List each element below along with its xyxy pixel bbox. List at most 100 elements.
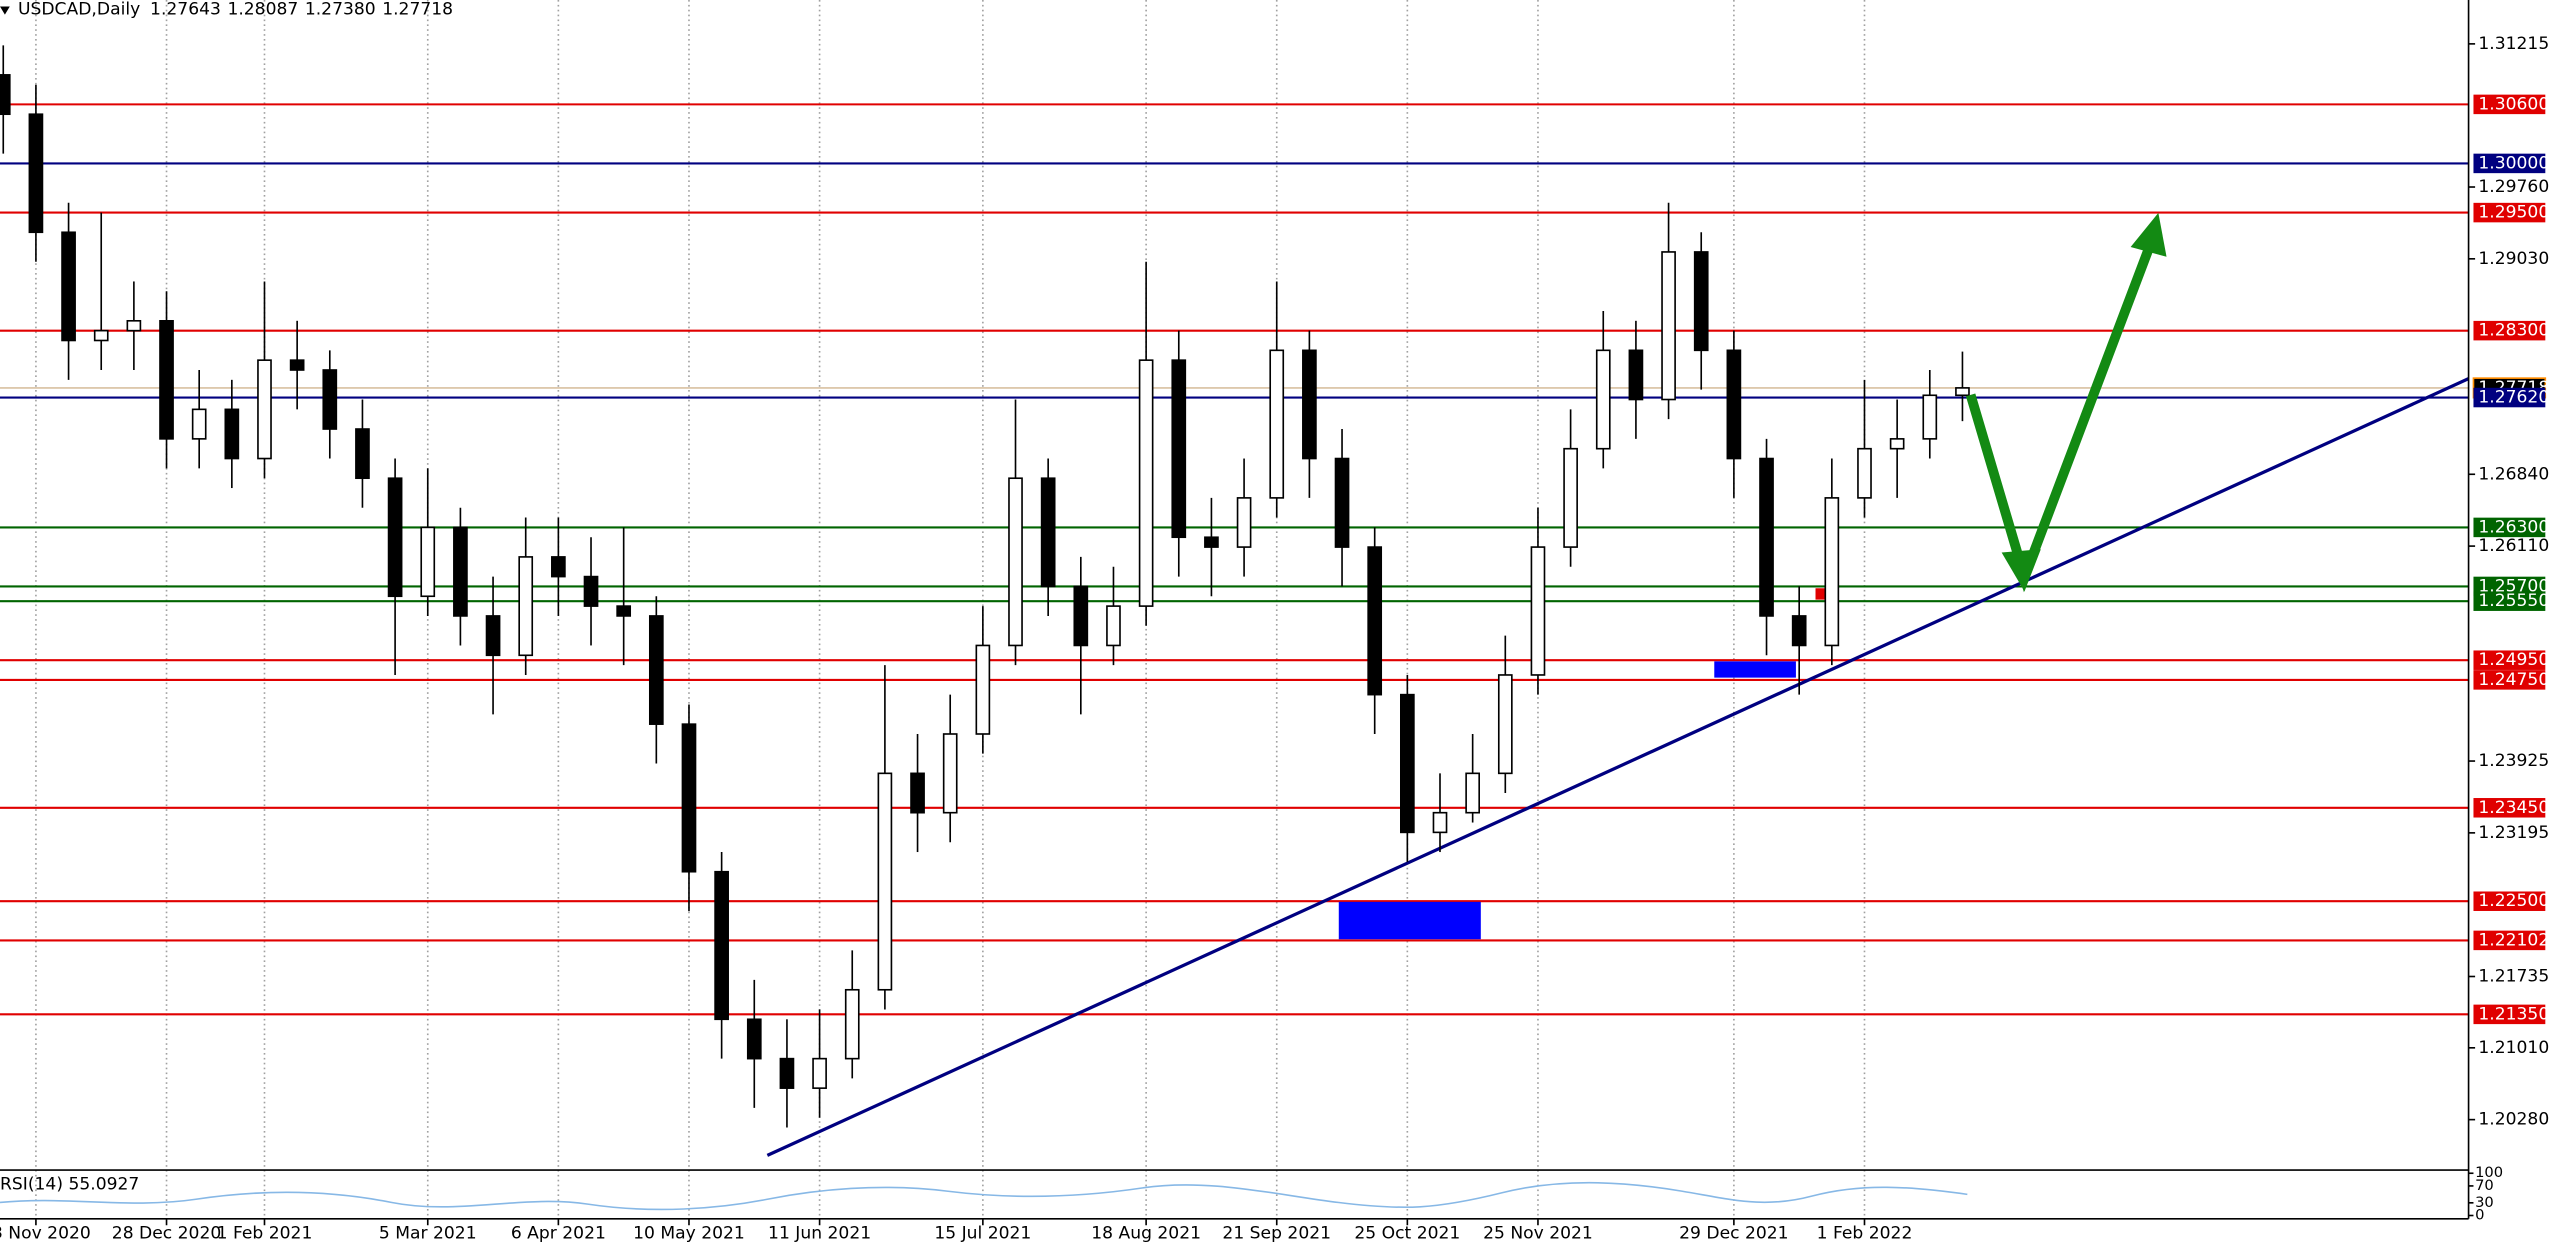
chart-header: USDCAD,Daily 1.27643 1.28087 1.27380 1.27718 [18,0,453,20]
candle-body [1204,536,1219,548]
candle-body [583,575,599,607]
candle-body [975,644,991,735]
x-tick-label: 21 Sep 2021 [1222,1223,1331,1243]
level-tag [2473,153,2546,174]
candle-body [910,772,925,814]
level-label: 1.23450 [2478,798,2549,818]
level-label: 1.30000 [2478,153,2549,173]
y-tick-label: 1.21735 [2478,967,2549,987]
level-label: 1.25700 [2478,576,2549,596]
candle-body [1628,349,1644,401]
level-label: 1.24950 [2478,650,2549,670]
candle-body [1367,546,1383,696]
level-label: 1.27620 [2478,388,2549,408]
y-tick-label: 1.23195 [2478,823,2549,843]
candle-body [616,605,632,617]
candle-body [485,615,501,657]
x-tick-label: 10 May 2021 [633,1223,745,1243]
level-label: 1.28300 [2478,321,2549,341]
candles-layer [0,45,1970,1128]
x-tick-label: 1 Feb 2021 [217,1223,313,1243]
level-label: 1.25550 [2478,591,2549,611]
header-low: 1.27380 [305,0,376,20]
level-label: 1.22102 [2478,930,2549,950]
candle-body [1824,497,1840,647]
chart-title: USDCAD,Daily [18,0,140,20]
candle-body [355,428,370,480]
level-tag [2473,798,2546,818]
candle-body [714,870,729,1021]
candle-body [1497,674,1513,775]
candle-body [877,772,893,991]
candle-body [93,329,109,342]
candle-body [1302,349,1317,460]
header-open: 1.27643 [150,0,221,20]
candle-body [746,1018,762,1060]
candle-body [1857,447,1872,499]
candle-body [844,988,860,1060]
candle-body [1106,605,1121,647]
candle-body [1138,359,1154,607]
level-tag [2473,891,2546,911]
candle-body [1432,811,1448,834]
candle-body [289,359,305,371]
candle-body [1759,457,1774,617]
x-tick-label: 29 Dec 2021 [1679,1223,1788,1243]
x-tick-label: 15 Jul 2021 [934,1223,1031,1243]
candle-body [1563,447,1578,548]
candle-body [551,556,566,578]
candle-body [453,526,468,617]
rsi-tick-label: 0 [2475,1207,2484,1224]
x-tick-label: 25 Oct 2021 [1354,1223,1460,1243]
y-tick-label: 1.26110 [2478,536,2549,556]
level-label: 1.29500 [2478,203,2549,223]
forecast-arrow [1965,212,2167,593]
candle-body [1726,349,1742,460]
candle-body [159,319,174,440]
candle-body [224,408,240,460]
candle-body [1791,615,1807,647]
rsi-tick-label: 100 [2475,1164,2503,1181]
candle-body [420,526,436,598]
y-tick-label: 1.20280 [2478,1110,2549,1130]
level-tag [2473,670,2546,690]
level-tag [2473,387,2546,408]
candle-body [779,1057,795,1089]
trend-line [766,377,2470,1157]
rsi-tick-label: 30 [2475,1194,2494,1211]
y-tick-label: 1.31215 [2478,34,2549,54]
candle-body [1889,438,1905,450]
candle-body [1693,251,1709,352]
level-tag [2473,576,2546,597]
candle-body [518,556,534,657]
rsi-label: RSI(14) 55.0927 [0,1175,139,1195]
y-tick-label: 1.21010 [2478,1038,2549,1058]
candle-body [387,477,403,598]
candle-body [1530,546,1546,676]
zone-box [1714,661,1796,678]
y-tick-label: 1.29030 [2478,249,2549,269]
x-tick-label: 6 Apr 2021 [511,1223,606,1243]
y-tick-label: 1.29760 [2478,177,2549,197]
x-tick-label: 25 Nov 2021 [1483,1223,1593,1243]
x-tick-label: 11 Jun 2021 [768,1223,871,1243]
level-tag [2473,650,2546,670]
candle-body [1465,772,1480,814]
candle-body [1955,387,1970,397]
level-tag [2473,930,2546,951]
level-label: 1.24750 [2478,670,2549,690]
candle-body [322,369,338,430]
candle-body [1334,457,1350,548]
x-tick-label: 5 Mar 2021 [379,1223,477,1243]
candle-body [1661,251,1676,401]
candle-body [126,319,142,332]
candle-body [1008,477,1023,647]
x-tick-label: 18 Aug 2021 [1091,1223,1201,1243]
candle-body [1269,349,1285,499]
header-close: 1.27718 [382,0,453,20]
y-tick-label: 1.26840 [2478,464,2549,484]
candle-body [257,359,272,460]
x-tick-label: 28 Dec 2020 [112,1223,221,1243]
